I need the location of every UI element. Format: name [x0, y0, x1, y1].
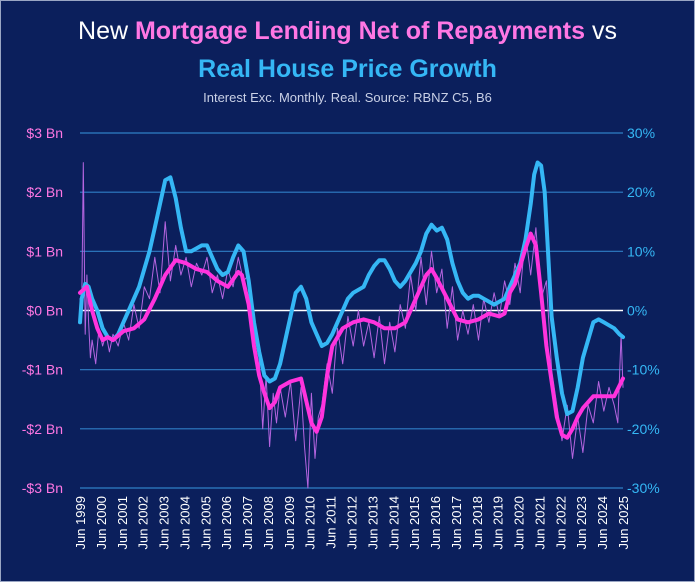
x-tick-label: Jun 2005	[198, 496, 213, 550]
x-tick-label: Jun 2023	[574, 496, 589, 550]
chart-subtitle: Interest Exc. Monthly. Real. Source: RBN…	[203, 90, 492, 105]
x-tick-label: Jun 2018	[470, 496, 485, 550]
left-tick-label: $3 Bn	[26, 125, 63, 141]
right-tick-label: -10%	[627, 362, 660, 378]
grid-lines	[80, 132, 623, 489]
x-tick-label: Jun 2014	[386, 496, 401, 550]
x-tick-label: Jun 2009	[282, 496, 297, 550]
right-tick-label: 10%	[627, 243, 655, 259]
left-tick-label: -$2 Bn	[22, 421, 63, 437]
x-tick-label: Jun 2000	[94, 496, 109, 550]
chart-title-line-1: New Mortgage Lending Net of Repayments v…	[0, 17, 695, 46]
x-tick-label: Jun 2019	[491, 496, 506, 550]
x-axis-ticks: Jun 1999 Jun 2000 Jun 2001 Jun 2002 Jun 2003…	[73, 496, 631, 550]
title-prefix: New	[78, 17, 135, 45]
right-tick-label: 20%	[627, 184, 655, 200]
x-tick-label: Jun 2024	[595, 496, 610, 550]
x-tick-label: Jun 2012	[345, 496, 360, 550]
x-tick-label: Jun 2008	[261, 496, 276, 550]
right-tick-label: 0%	[627, 303, 647, 319]
x-tick-label: Jun 2004	[177, 496, 192, 550]
x-tick-label: Jun 2006	[219, 496, 234, 550]
x-tick-label: Jun 2010	[303, 496, 318, 550]
x-tick-label: Jun 2017	[449, 496, 464, 549]
left-tick-label: $2 Bn	[26, 184, 63, 200]
x-tick-label: Jun 2007	[240, 496, 255, 550]
lending-smoothed-line	[78, 231, 625, 440]
lending-raw-series	[79, 162, 624, 489]
x-tick-label: Jun 2001	[115, 496, 130, 550]
x-tick-label: Jun 2011	[324, 496, 339, 549]
left-tick-label: -$1 Bn	[22, 362, 63, 378]
title-lending-series: Mortgage Lending Net of Repayments	[134, 17, 586, 45]
right-tick-label: -20%	[627, 421, 660, 437]
x-tick-label: Jun 1999	[73, 496, 88, 550]
left-tick-label: $1 Bn	[26, 243, 63, 259]
house-price-line	[78, 160, 625, 416]
right-tick-label: -30%	[627, 480, 660, 496]
x-tick-label: Jun 2002	[136, 496, 151, 550]
x-tick-label: Jun 2022	[553, 496, 568, 550]
lending-smoothed-series	[78, 231, 625, 440]
title-vs: vs	[585, 17, 617, 45]
x-tick-label: Jun 2016	[428, 496, 443, 550]
left-tick-label: $0 Bn	[26, 303, 63, 319]
lending-raw-line	[79, 162, 624, 489]
left-axis-ticks: $3 Bn $2 Bn $1 Bn $0 Bn -$1 Bn -$2 Bn -$3 Bn	[22, 125, 63, 496]
x-tick-label: Jun 2015	[407, 496, 422, 550]
left-tick-label: -$3 Bn	[22, 480, 63, 496]
x-tick-label: Jun 2021	[532, 496, 547, 550]
right-axis-ticks: 30% 20% 10% 0% -10% -20% -30%	[627, 125, 660, 496]
x-tick-label: Jun 2020	[512, 496, 527, 550]
chart-title-line-2: Real House Price Growth	[198, 55, 497, 83]
right-tick-label: 30%	[627, 125, 655, 141]
x-tick-label: Jun 2025	[616, 496, 631, 550]
house-price-series	[78, 160, 625, 416]
x-tick-label: Jun 2003	[157, 496, 172, 550]
x-tick-label: Jun 2013	[365, 496, 380, 550]
